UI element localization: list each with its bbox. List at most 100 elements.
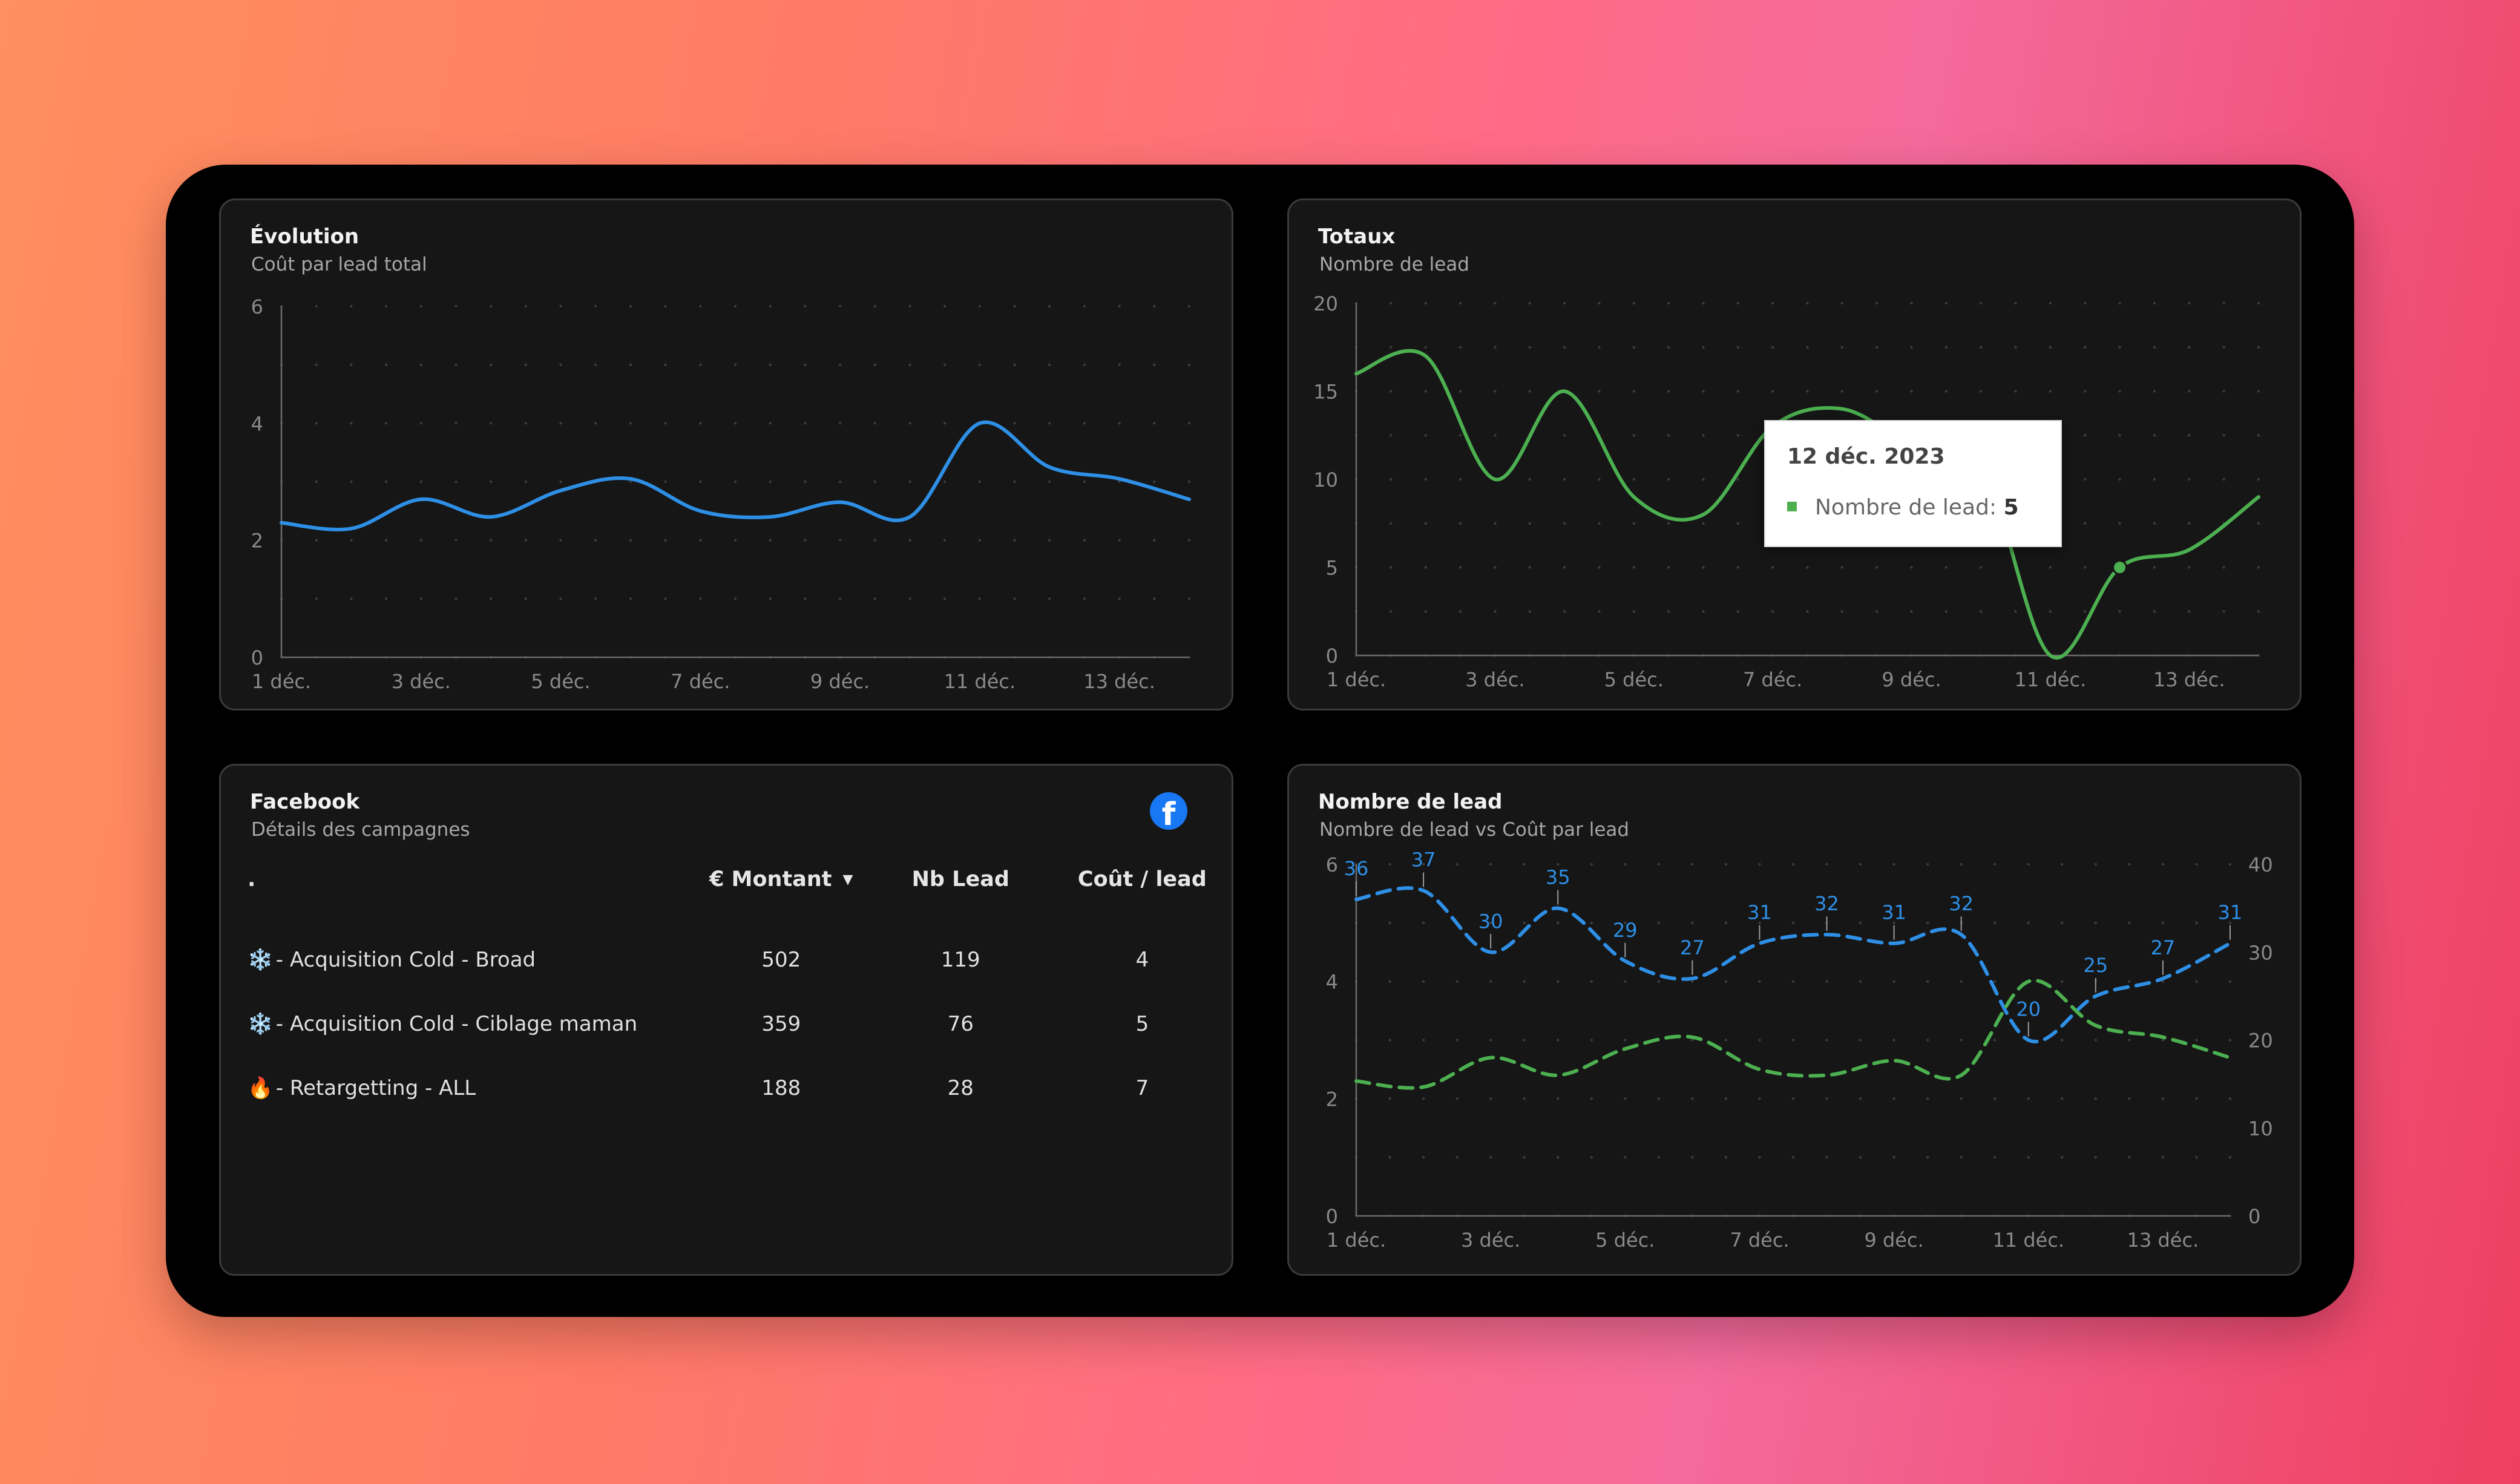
grid-dot [1667, 390, 1670, 393]
grid-dot [2094, 921, 2097, 924]
grid-dot [2084, 346, 2087, 349]
grid-dot [1494, 301, 1497, 305]
grid-dot [1459, 434, 1462, 437]
grid-dot [1691, 980, 1694, 983]
grid-dot [1013, 480, 1016, 484]
table-row[interactable]: 🔥 - Retargetting - ALL 188 28 7 [248, 1056, 1232, 1120]
grid-dot [1840, 346, 1843, 349]
grid-dot [1840, 301, 1843, 305]
grid-dot [769, 597, 772, 600]
grid-dot [873, 422, 877, 425]
grid-dot [804, 480, 807, 484]
grid-dot [908, 422, 911, 425]
grid-dot [838, 597, 842, 600]
grid-dot [1875, 610, 1879, 613]
grid-dot [1523, 921, 1526, 924]
grid-dot [1048, 304, 1051, 308]
campaigns-table: . € Montant ▼ Nb Lead Coût / lead ❄️ - Ac… [248, 855, 1232, 1120]
grid-dot [594, 304, 597, 308]
grid-dot [908, 539, 911, 542]
grid-dot [1624, 980, 1627, 983]
grid-dot [2222, 610, 2225, 613]
grid-dot [350, 363, 353, 366]
grid-dot [1563, 346, 1566, 349]
grid-dot [664, 539, 667, 542]
y-tick-label: 10 [1313, 468, 1338, 491]
grid-dot [2061, 1039, 2064, 1042]
leads-cell: 119 [940, 948, 980, 972]
grid-dot [1859, 980, 1862, 983]
grid-dot [1624, 1156, 1627, 1159]
table-row[interactable]: ❄️ - Acquisition Cold - Ciblage maman 35… [248, 992, 1232, 1056]
grid-dot [1388, 1156, 1391, 1159]
evolution-title: Évolution [250, 225, 359, 249]
grid-dot [1187, 304, 1191, 308]
grid-dot [490, 363, 493, 366]
grid-dot [2222, 301, 2225, 305]
column-header-montant[interactable]: € Montant ▼ [694, 855, 868, 904]
column-header-cout-lead[interactable]: Coût / lead [1077, 867, 1207, 891]
grid-dot [1624, 1039, 1627, 1042]
grid-dot [1528, 610, 1531, 613]
grid-dot [1892, 980, 1895, 983]
grid-dot [1791, 980, 1795, 983]
grid-dot [1523, 1039, 1526, 1042]
grid-dot [2118, 610, 2121, 613]
grid-dot [1083, 480, 1086, 484]
grid-dot [1388, 921, 1391, 924]
x-tick-label: 13 déc. [2153, 668, 2225, 691]
grid-dot [1590, 921, 1593, 924]
table-row[interactable]: ❄️ - Acquisition Cold - Broad 502 119 4 [248, 928, 1232, 992]
nombre-de-lead-subtitle: Nombre de lead vs Coût par lead [1319, 819, 1630, 841]
y-tick-label: 0 [1326, 1205, 1338, 1228]
grid-dot [838, 480, 842, 484]
grid-dot [1424, 610, 1427, 613]
grid-dot [1083, 597, 1086, 600]
x-tick-label: 11 déc. [944, 670, 1016, 693]
grid-dot [1632, 301, 1635, 305]
grid-dot [1980, 301, 1983, 305]
grid-dot [1667, 566, 1670, 569]
grid-dot [2128, 1039, 2131, 1042]
grid-dot [2153, 390, 2156, 393]
grid-dot [1806, 610, 1809, 613]
x-tick-label: 3 déc. [392, 670, 451, 693]
grid-dot [1459, 522, 1462, 525]
grid-dot [1187, 539, 1191, 542]
grid-dot [2061, 862, 2064, 866]
totaux-chart[interactable]: 0 5 10 15 20 1 déc. 3 déc. 5 déc. 7 déc. 9 déc. 11… [1289, 200, 2302, 711]
grid-dot [1980, 566, 1983, 569]
nombre-de-lead-chart[interactable]: 0 2 4 6 0 10 20 30 40 1 déc. 3 déc. 5 déc. 7 déc. 9 d… [1289, 766, 2302, 1276]
grid-dot [1702, 566, 1705, 569]
y-tick-label: 20 [1313, 292, 1338, 315]
grid-dot [664, 363, 667, 366]
grid-dot [2222, 346, 2225, 349]
grid-dot [1702, 390, 1705, 393]
grid-dot [873, 363, 877, 366]
grid-dot [873, 480, 877, 484]
grid-dot [2094, 1039, 2097, 1042]
grid-dot [1598, 478, 1601, 481]
grid-dot [1590, 862, 1593, 866]
grid-dot [664, 304, 667, 308]
grid-dot [2161, 1097, 2165, 1100]
grid-dot [2257, 522, 2260, 525]
y-tick-label: 6 [1326, 853, 1338, 876]
grid-dot [1489, 1039, 1492, 1042]
grid-dot [1153, 480, 1156, 484]
sort-down-icon[interactable]: ▼ [842, 872, 853, 887]
y-tick-label: 0 [251, 646, 263, 669]
grid-dot [1806, 301, 1809, 305]
montant-cell: 188 [761, 1076, 801, 1100]
grid-dot [1736, 390, 1739, 393]
evolution-chart[interactable]: 0 2 4 6 1 déc. 3 déc. 5 déc. 7 déc. 9 déc. 11 déc… [221, 200, 1233, 711]
grid-dot [1667, 478, 1670, 481]
column-header-nb-lead[interactable]: Nb Lead [911, 867, 1009, 891]
grid-dot [1691, 1097, 1694, 1100]
grid-dot [594, 597, 597, 600]
grid-dot [2195, 980, 2198, 983]
grid-dot [1632, 390, 1635, 393]
grid-dot [769, 539, 772, 542]
grid-dot [908, 597, 911, 600]
grid-dot [1424, 434, 1427, 437]
